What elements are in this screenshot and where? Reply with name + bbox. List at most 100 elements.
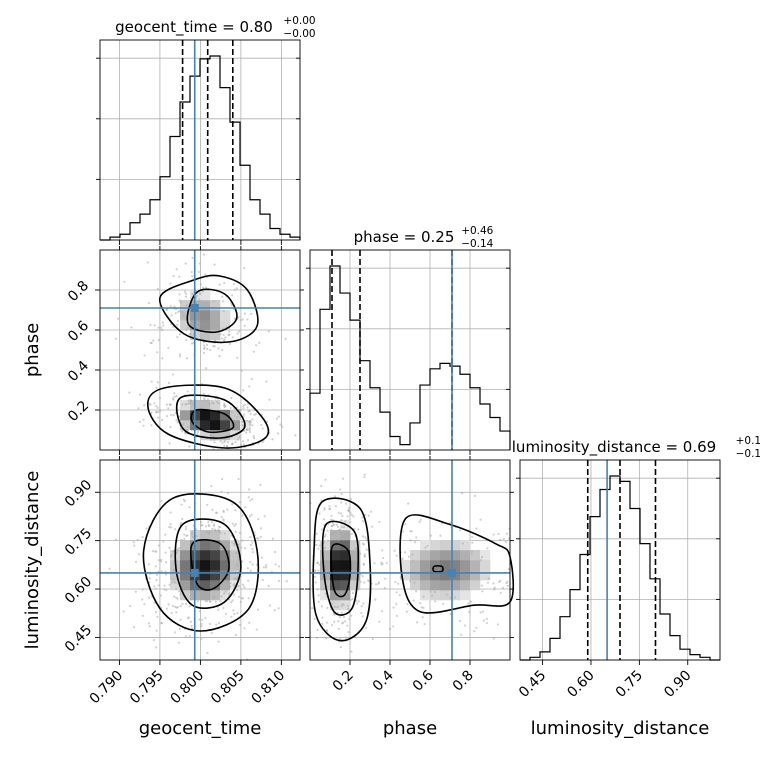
- sample-point: [473, 630, 476, 633]
- sample-point: [178, 627, 181, 630]
- density-cell: [420, 540, 431, 551]
- density-cell: [340, 540, 351, 551]
- sample-point: [175, 268, 178, 271]
- title-luminosity_distance: luminosity_distance = 0.69: [512, 438, 716, 457]
- sample-point: [318, 563, 321, 566]
- sample-point: [384, 577, 387, 580]
- sample-point: [359, 552, 362, 555]
- density-cell: [340, 550, 351, 561]
- sample-point: [471, 541, 474, 544]
- sample-point: [331, 602, 334, 605]
- sample-point: [363, 581, 366, 584]
- sample-point: [130, 326, 133, 329]
- sample-point: [481, 610, 485, 613]
- sample-point: [285, 579, 288, 583]
- density-cell: [330, 580, 341, 591]
- sample-point: [180, 503, 183, 506]
- sample-point: [264, 566, 268, 569]
- sample-point: [442, 602, 445, 605]
- sample-point: [404, 523, 407, 526]
- sample-point: [159, 409, 162, 412]
- sample-point: [211, 527, 214, 530]
- x-tick-label: 0.810: [249, 668, 289, 708]
- sample-point: [177, 310, 180, 314]
- sample-point: [156, 381, 160, 384]
- sample-point: [219, 439, 222, 443]
- sample-point: [184, 295, 188, 298]
- sample-point: [122, 610, 125, 613]
- sample-point: [208, 403, 211, 406]
- density-cell: [180, 310, 191, 321]
- sample-point: [175, 548, 178, 551]
- sample-point: [409, 580, 412, 583]
- density-cell: [330, 590, 341, 601]
- sample-point: [449, 521, 452, 524]
- sample-point: [171, 581, 174, 584]
- sample-point: [341, 622, 344, 625]
- sample-point: [224, 612, 228, 615]
- sample-point: [331, 522, 335, 525]
- sample-point: [439, 534, 442, 537]
- sample-point: [429, 534, 433, 537]
- sample-point: [284, 337, 287, 340]
- sample-point: [258, 341, 261, 344]
- x-tick-label: 0.2: [330, 668, 357, 695]
- sample-point: [243, 266, 246, 270]
- sample-point: [238, 595, 241, 598]
- sample-point: [314, 581, 317, 584]
- x-tick-label: 0.45: [516, 668, 549, 701]
- sample-point: [169, 403, 172, 406]
- sample-point: [359, 573, 362, 576]
- sample-point: [180, 538, 183, 541]
- sample-point: [248, 429, 251, 432]
- sample-point: [173, 631, 177, 634]
- sample-point: [141, 614, 144, 618]
- sample-point: [157, 584, 160, 587]
- sample-point: [173, 595, 176, 598]
- sample-point: [137, 553, 141, 556]
- sample-point: [380, 610, 384, 613]
- sample-point: [220, 490, 223, 493]
- panel-frame: [99, 39, 301, 241]
- contour-line: [175, 394, 246, 439]
- sample-point: [378, 620, 381, 623]
- x-tick-label: 0.75: [613, 668, 646, 701]
- sample-point: [215, 623, 218, 626]
- sample-point: [365, 626, 368, 630]
- sample-point: [170, 314, 173, 317]
- sample-point: [181, 310, 184, 314]
- density-cell: [430, 580, 441, 591]
- sample-point: [251, 541, 254, 544]
- sample-point: [169, 413, 173, 416]
- sample-point: [161, 357, 164, 360]
- sample-point: [240, 546, 243, 549]
- sample-point: [492, 582, 495, 585]
- sample-point: [421, 616, 424, 619]
- sample-point: [231, 599, 234, 602]
- sample-point: [393, 549, 396, 552]
- sample-point: [250, 377, 253, 380]
- sample-point: [214, 600, 217, 603]
- sample-point: [364, 513, 367, 516]
- sample-point: [249, 422, 252, 425]
- sample-point: [207, 521, 210, 524]
- sample-point: [198, 298, 201, 301]
- sample-point: [196, 430, 200, 434]
- sample-point: [361, 542, 365, 545]
- sample-point: [149, 323, 152, 326]
- sample-point: [469, 600, 473, 603]
- density-cell: [180, 590, 191, 601]
- sample-point: [134, 590, 137, 593]
- sample-point: [261, 427, 264, 430]
- sample-point: [222, 333, 225, 336]
- sample-point: [206, 398, 210, 401]
- sample-point: [211, 521, 214, 524]
- sample-point: [208, 622, 211, 626]
- sample-point: [229, 406, 232, 409]
- sample-point: [242, 407, 245, 410]
- sample-point: [380, 563, 383, 566]
- density-cell: [210, 530, 221, 541]
- sample-point: [279, 423, 282, 426]
- sample-point: [248, 621, 251, 624]
- sample-point: [237, 558, 240, 561]
